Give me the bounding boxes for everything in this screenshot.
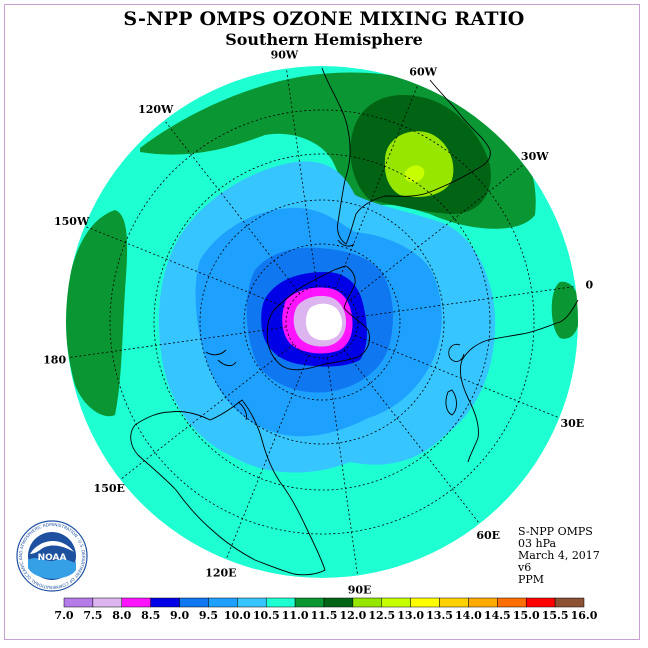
info-level: 03 hPa <box>518 537 557 550</box>
info-instrument: S-NPP OMPS <box>518 525 593 538</box>
meridian-line <box>350 164 524 301</box>
colorbar-swatch <box>497 597 527 608</box>
meridian-line <box>357 285 576 318</box>
longitude-label: 150W <box>54 215 90 228</box>
colorbar-swatch <box>208 597 238 608</box>
longitude-label: 120W <box>138 103 174 116</box>
colorbar-swatch <box>352 597 383 608</box>
meridian-line <box>355 335 560 419</box>
longitude-label: 120E <box>205 566 236 579</box>
colorbar-tick-label: 8.0 <box>112 609 131 622</box>
colorbar-swatches <box>63 597 585 608</box>
noaa-logo-text: NOAA <box>38 553 67 563</box>
contour-7_0 <box>305 303 343 341</box>
colorbar-swatch <box>468 597 498 608</box>
contour-12_0 <box>384 131 454 198</box>
colorbar-tick-label: 16.0 <box>571 609 598 622</box>
contour-11_0-east <box>551 281 578 339</box>
colorbar-tick-label: 7.0 <box>54 609 73 622</box>
meridian-line <box>120 343 294 480</box>
contour-11_0-west <box>66 210 128 417</box>
noaa-logo: NOAA NATIONAL OCEANIC AND ATMOSPHERIC AD… <box>16 520 88 592</box>
colorbar-tick-label: 10.0 <box>224 609 251 622</box>
meridian-line <box>84 225 289 309</box>
colorbar-swatch <box>525 597 556 608</box>
map-title: S-NPP OMPS OZONE MIXING RATIO <box>123 8 525 30</box>
colorbar-swatch <box>294 597 325 608</box>
info-date: March 4, 2017 <box>518 549 600 562</box>
colorbar-swatch <box>92 597 123 608</box>
longitude-label: 150E <box>94 482 125 495</box>
colorbar-swatch <box>237 597 267 608</box>
colorbar-tick-label: 8.5 <box>141 609 160 622</box>
longitude-label: 30W <box>521 150 549 163</box>
colorbar-swatch <box>323 597 354 608</box>
coastlines <box>130 67 579 576</box>
map-subtitle: Southern Hemisphere <box>225 30 423 49</box>
longitude-labels: 90W 60W 30W 0 30E 60E 90E 120E 150E 180 150W 120W <box>43 49 593 597</box>
info-units: PPM <box>518 573 545 586</box>
colorbar-swatch <box>410 597 440 608</box>
colorbar-tick-label: 11.5 <box>311 609 338 622</box>
graticule <box>68 68 576 576</box>
colorbar-tick-label: 12.0 <box>339 609 366 622</box>
colorbar-tick-label: 13.5 <box>426 609 453 622</box>
colorbar-swatch <box>121 597 151 608</box>
colorbar-tick-label: 14.5 <box>484 609 511 622</box>
colorbar-swatch <box>150 597 180 608</box>
colorbar-tick-label: 15.5 <box>542 609 569 622</box>
colorbar-swatch <box>554 597 585 608</box>
meridian-line <box>164 120 301 294</box>
colorbar-tick-label: 7.5 <box>83 609 102 622</box>
meridian-line <box>335 84 419 289</box>
longitude-label: 60W <box>409 66 437 79</box>
colorbar-swatch <box>381 597 411 608</box>
meridian-line <box>68 326 287 359</box>
colorbar-tick-label: 11.0 <box>282 609 309 622</box>
meridian-line <box>326 357 359 576</box>
colorbar-tick-label: 13.0 <box>397 609 424 622</box>
longitude-label: 30E <box>560 417 584 430</box>
colorbar-labels: 7.0 7.5 8.0 8.5 9.0 9.5 10.0 10.5 11.0 11.5 12.0 12… <box>54 609 597 622</box>
longitude-label: 90E <box>348 583 372 596</box>
colorbar-swatch <box>439 597 469 608</box>
info-version: v6 <box>518 561 532 574</box>
colorbar-swatch <box>265 597 296 608</box>
colorbar-tick-label: 9.5 <box>199 609 218 622</box>
longitude-label: 90W <box>271 49 299 62</box>
ozone-field <box>66 66 578 578</box>
info-block: S-NPP OMPS 03 hPa March 4, 2017 v6 PPM <box>518 526 600 586</box>
colorbar-swatch <box>179 597 209 608</box>
colorbar-tick-label: 10.5 <box>253 609 280 622</box>
longitude-label: 180 <box>43 354 66 367</box>
meridian-line <box>285 68 318 287</box>
colorbar-tick-label: 9.0 <box>170 609 189 622</box>
colorbar-tick-label: 12.5 <box>368 609 395 622</box>
colorbar-tick-label: 15.0 <box>513 609 540 622</box>
longitude-label: 0 <box>586 278 594 291</box>
colorbar-tick-label: 14.0 <box>455 609 482 622</box>
longitude-label: 60E <box>476 529 500 542</box>
meridian-line <box>343 350 480 524</box>
figure-frame <box>4 4 640 640</box>
colorbar-swatch <box>63 597 94 608</box>
